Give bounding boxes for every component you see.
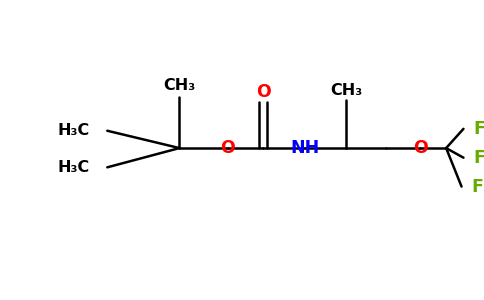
Text: H₃C: H₃C [58, 160, 90, 175]
Text: F: F [473, 120, 484, 138]
Text: CH₃: CH₃ [164, 78, 196, 93]
Text: O: O [220, 139, 235, 157]
Text: CH₃: CH₃ [330, 83, 362, 98]
Text: NH: NH [290, 139, 319, 157]
Text: O: O [413, 139, 427, 157]
Text: O: O [256, 83, 271, 101]
Text: F: F [473, 149, 484, 167]
Text: F: F [471, 178, 483, 196]
Text: H₃C: H₃C [58, 123, 90, 138]
